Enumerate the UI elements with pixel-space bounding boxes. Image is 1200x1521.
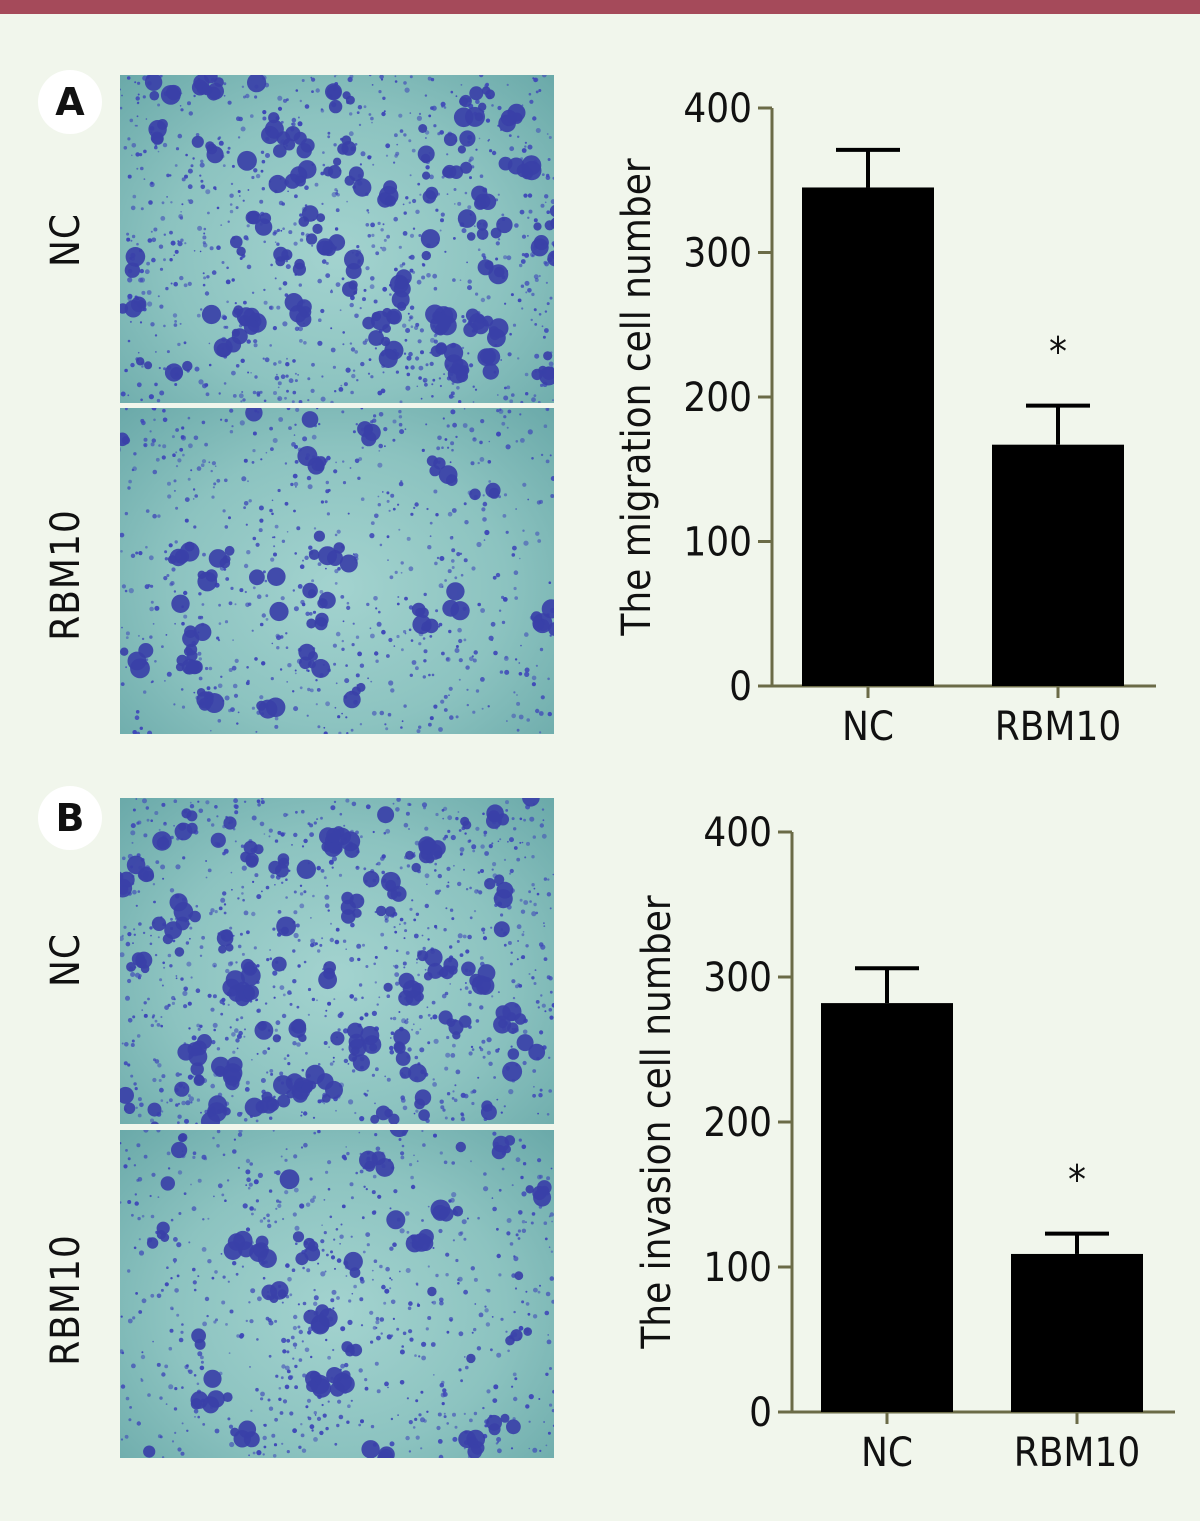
panel-b-chart: 0 100 200 300 400 The invasion cell number NC *… bbox=[600, 780, 1200, 1500]
panel-a-chart: 0 100 200 300 400 The migration cell number NC… bbox=[600, 60, 1200, 780]
bar-rbm10 bbox=[992, 444, 1124, 686]
y-tick-label: 0 bbox=[729, 664, 752, 710]
bar-chart: 0 100 200 300 400 The invasion cell number NC *… bbox=[634, 810, 1175, 1476]
y-tick-label: 0 bbox=[749, 1390, 772, 1436]
bar-rbm10 bbox=[1011, 1253, 1143, 1412]
row-label-text: NC bbox=[43, 932, 89, 988]
bar-nc bbox=[802, 187, 934, 686]
bar-nc bbox=[821, 1003, 953, 1412]
row-label-text: NC bbox=[43, 212, 89, 268]
panel-a-letter: A bbox=[55, 80, 85, 124]
y-tick-label: 400 bbox=[683, 86, 752, 132]
stained-cells-texture bbox=[120, 408, 554, 734]
panel-a-micrograph-rbm10 bbox=[120, 408, 554, 734]
y-tick-label: 100 bbox=[703, 1245, 772, 1291]
y-tick-label: 300 bbox=[703, 955, 772, 1001]
row-label-text: RBM10 bbox=[43, 509, 89, 641]
x-tick-label: RBM10 bbox=[995, 704, 1122, 750]
stained-cells-texture bbox=[120, 798, 554, 1124]
panel-a-micrograph-nc bbox=[120, 75, 554, 403]
x-tick-label: RBM10 bbox=[1014, 1430, 1141, 1476]
y-tick-label: 400 bbox=[703, 810, 772, 856]
significance-marker: * bbox=[1068, 1158, 1086, 1204]
panel-b-micrograph-rbm10 bbox=[120, 1130, 554, 1458]
top-accent-bar bbox=[0, 0, 1200, 14]
panel-a-badge: A bbox=[38, 70, 102, 134]
y-tick-label: 100 bbox=[683, 520, 752, 566]
panel-b-letter: B bbox=[55, 796, 85, 840]
y-tick-label: 200 bbox=[703, 1100, 772, 1146]
x-tick-label: NC bbox=[842, 704, 894, 750]
y-tick-label: 200 bbox=[683, 375, 752, 421]
bar-chart: 0 100 200 300 400 The migration cell number NC… bbox=[614, 86, 1156, 750]
row-label-text: RBM10 bbox=[43, 1234, 89, 1366]
y-tick-label: 300 bbox=[683, 231, 752, 277]
x-tick-label: NC bbox=[861, 1430, 913, 1476]
y-axis-title: The migration cell number bbox=[614, 158, 660, 637]
panel-b-micrograph-nc bbox=[120, 798, 554, 1124]
y-axis-title: The invasion cell number bbox=[634, 895, 680, 1350]
significance-marker: * bbox=[1049, 330, 1067, 376]
stained-cells-texture bbox=[120, 75, 554, 403]
stained-cells-texture bbox=[120, 1130, 554, 1458]
panel-b-badge: B bbox=[38, 786, 102, 850]
